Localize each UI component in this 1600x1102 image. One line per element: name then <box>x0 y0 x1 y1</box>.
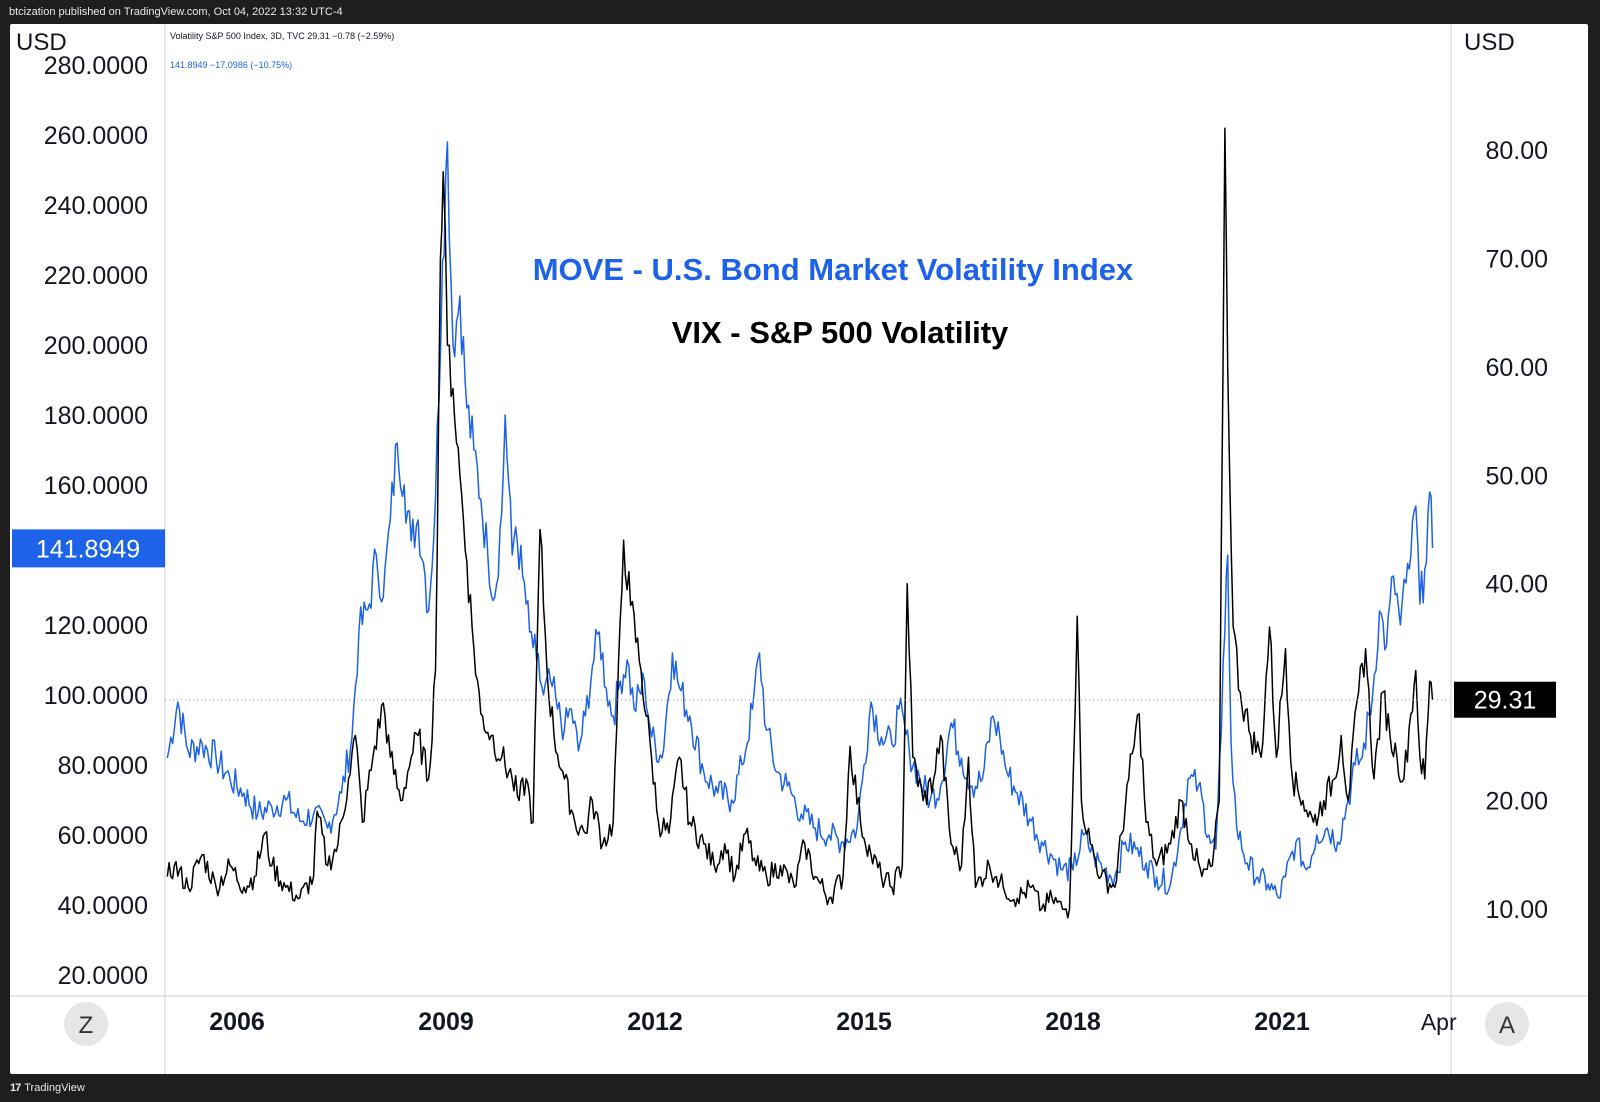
series-line-vix <box>166 127 1434 919</box>
time-axis-tick-label: 2006 <box>209 1008 265 1036</box>
plot-area[interactable] <box>165 127 1451 919</box>
time-axis[interactable]: 2006 2009 2012 2015 2018 2021 Apr <box>209 1008 1457 1036</box>
svg-text:Z: Z <box>79 1012 94 1039</box>
tradingview-footer[interactable]: 17 TradingView <box>10 1078 85 1098</box>
left-axis-tick-label: 80.0000 <box>58 752 148 780</box>
left-axis-tick-label: 100.0000 <box>44 682 148 710</box>
left-axis-tick-label: 240.0000 <box>44 192 148 220</box>
right-axis-tick-label: 40.00 <box>1485 571 1548 599</box>
left-axis-tick-label: 220.0000 <box>44 262 148 290</box>
time-axis-tick-label: Apr <box>1421 1009 1457 1035</box>
time-axis-tick-label: 2012 <box>627 1008 683 1036</box>
right-axis-tick-label: 70.00 <box>1485 245 1548 273</box>
left-axis-tick-label: 160.0000 <box>44 472 148 500</box>
right-axis-tick-label: 10.00 <box>1485 896 1548 924</box>
right-current-value-label: 29.31 <box>1474 687 1537 715</box>
chart-panel: 20.0000 40.0000 60.0000 80.0000 100.0000 120.… <box>10 24 1588 1074</box>
zoom-button-left[interactable]: Z <box>64 1002 108 1046</box>
tradingview-brand: TradingView <box>24 1082 85 1094</box>
left-axis-tick-label: 40.0000 <box>58 892 148 920</box>
right-current-value-badge <box>1454 681 1556 718</box>
chart-svg[interactable]: 20.0000 40.0000 60.0000 80.0000 100.0000 120.… <box>10 24 1588 1074</box>
time-axis-tick-label: 2015 <box>836 1008 892 1036</box>
publish-info: btcization published on TradingView.com,… <box>9 6 343 18</box>
right-currency-label: USD <box>1464 29 1515 56</box>
series-line-move <box>166 141 1434 899</box>
left-axis-tick-label: 200.0000 <box>44 332 148 360</box>
time-axis-tick-label: 2021 <box>1254 1008 1310 1036</box>
svg-text:A: A <box>1499 1012 1515 1039</box>
left-axis-tick-label: 280.0000 <box>44 52 148 80</box>
right-axis-tick-label: 50.00 <box>1485 462 1548 490</box>
left-price-axis[interactable]: 20.0000 40.0000 60.0000 80.0000 100.0000 120.… <box>12 52 165 990</box>
time-axis-tick-label: 2009 <box>418 1008 474 1036</box>
left-axis-tick-label: 120.0000 <box>44 612 148 640</box>
legend-vix: Volatility S&P 500 Index, 3D, TVC 29.31 … <box>170 31 394 41</box>
left-axis-tick-label: 60.0000 <box>58 822 148 850</box>
right-axis-tick-label: 80.00 <box>1485 137 1548 165</box>
left-current-value-badge <box>12 529 165 568</box>
left-axis-tick-label: 260.0000 <box>44 122 148 150</box>
left-axis-tick-label: 180.0000 <box>44 402 148 430</box>
right-axis-tick-label: 60.00 <box>1485 354 1548 382</box>
time-axis-tick-label: 2018 <box>1045 1008 1101 1036</box>
chart-subtitle: VIX - S&P 500 Volatility <box>672 315 1009 350</box>
left-currency-label: USD <box>16 29 67 56</box>
legend-move: 141.8949 −17.0986 (−10.75%) <box>170 60 292 70</box>
left-axis-tick-label: 20.0000 <box>58 962 148 990</box>
left-current-value-label: 141.8949 <box>36 535 140 563</box>
right-price-axis[interactable]: 10.0020.0030.0040.0050.0060.0070.0080.00… <box>1454 137 1556 924</box>
chart-title: MOVE - U.S. Bond Market Volatility Index <box>533 252 1134 287</box>
auto-scale-button[interactable]: A <box>1485 1002 1529 1046</box>
right-axis-tick-label: 20.00 <box>1485 788 1548 816</box>
publish-header: btcization published on TradingView.com,… <box>0 0 1600 24</box>
tradingview-logo-icon: 17 <box>10 1082 21 1094</box>
